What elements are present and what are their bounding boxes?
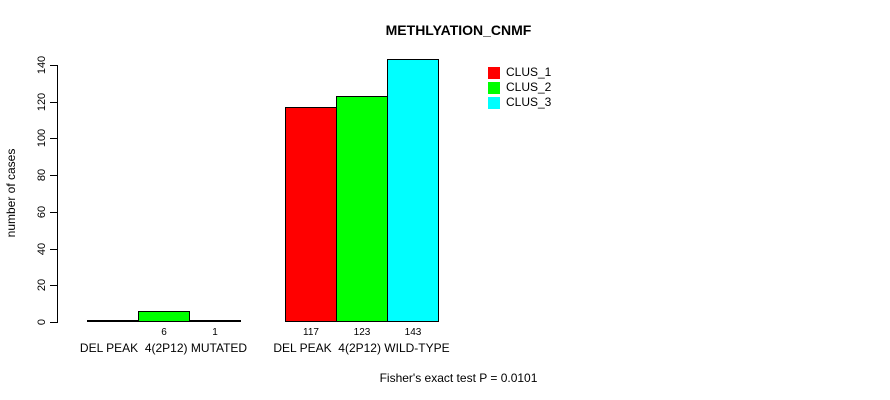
- bar-clus_1-group1: [87, 320, 139, 322]
- bar-clus_2-group1: [138, 311, 190, 322]
- y-axis-tick: [50, 65, 57, 66]
- category-label: DEL PEAK 4(2P12) WILD-TYPE: [273, 341, 450, 355]
- y-axis-tick-label: 0: [36, 318, 48, 326]
- y-axis-tick: [50, 175, 57, 176]
- legend-label-clus-2: CLUS_2: [506, 80, 552, 94]
- legend-swatch-clus-2: [488, 81, 500, 94]
- legend: CLUS_1 CLUS_2 CLUS_3: [488, 65, 551, 110]
- legend-item-clus-1: CLUS_1: [488, 65, 551, 80]
- legend-label-clus-1: CLUS_1: [506, 65, 552, 79]
- bar-value-label: 123: [353, 327, 371, 338]
- bar-clus_3-group1: [189, 320, 241, 322]
- legend-item-clus-2: CLUS_2: [488, 80, 551, 95]
- bar-value-label: 1: [212, 327, 218, 338]
- bar-clus_2-group2: [336, 96, 388, 322]
- y-axis-tick: [50, 249, 57, 250]
- y-axis-tick-label: 120: [36, 92, 48, 112]
- y-axis-tick-label: 80: [36, 168, 48, 182]
- y-axis-tick: [50, 285, 57, 286]
- y-axis-label: number of cases: [4, 148, 18, 238]
- chart-title: METHLYATION_CNMF: [385, 22, 532, 38]
- y-axis-tick-label: 60: [36, 205, 48, 219]
- legend-swatch-clus-3: [488, 96, 500, 109]
- bar-value-label: 6: [161, 327, 167, 338]
- bar-value-label: 143: [404, 327, 422, 338]
- y-axis-tick-label: 20: [36, 278, 48, 292]
- bar-value-label: 117: [303, 327, 319, 338]
- category-label: DEL PEAK 4(2P12) MUTATED: [79, 341, 248, 355]
- bar-clus_3-group2: [387, 59, 439, 322]
- legend-swatch-clus-1: [488, 66, 500, 79]
- y-axis-tick: [50, 102, 57, 103]
- y-axis-tick: [50, 138, 57, 139]
- y-axis-tick-label: 100: [36, 128, 48, 148]
- legend-label-clus-3: CLUS_3: [506, 95, 552, 109]
- y-axis-tick: [50, 322, 57, 323]
- fisher-test-annotation: Fisher's exact test P = 0.0101: [379, 371, 538, 385]
- y-axis-line: [57, 65, 58, 323]
- y-axis-tick: [50, 212, 57, 213]
- bar-clus_1-group2: [285, 107, 337, 322]
- legend-item-clus-3: CLUS_3: [488, 95, 551, 110]
- y-axis-tick-label: 140: [36, 55, 48, 75]
- y-axis-tick-label: 40: [36, 242, 48, 256]
